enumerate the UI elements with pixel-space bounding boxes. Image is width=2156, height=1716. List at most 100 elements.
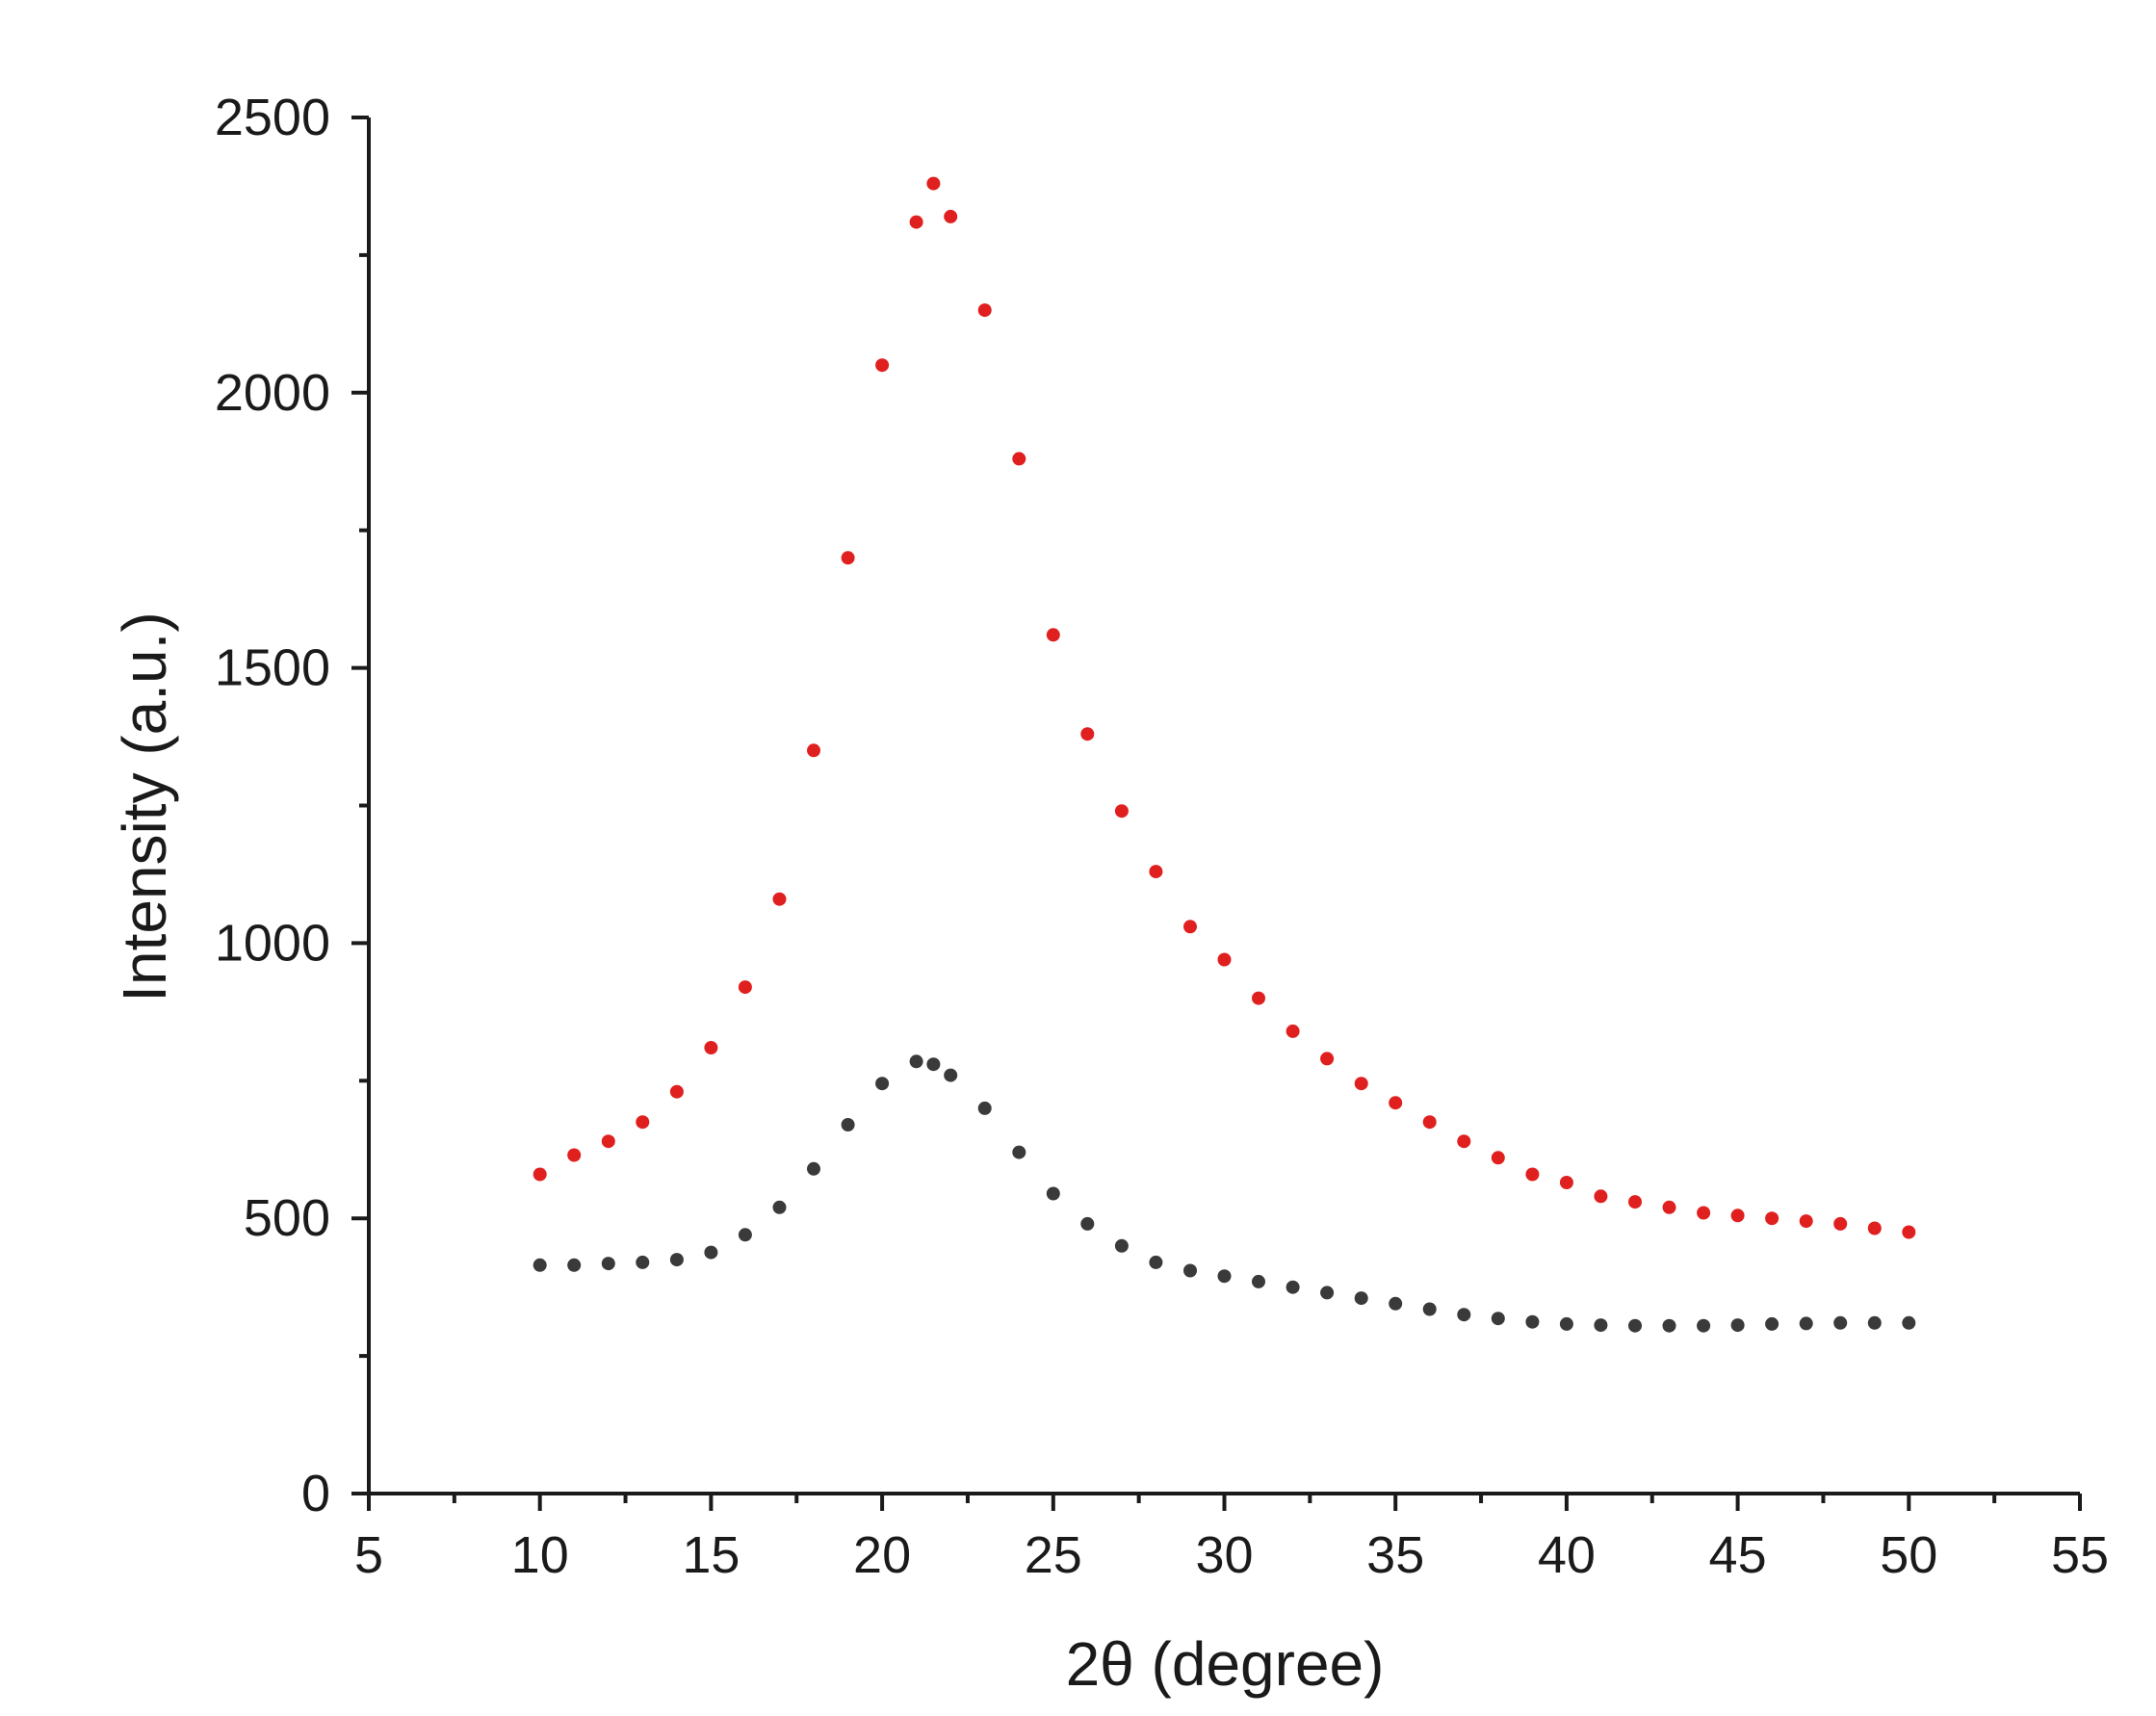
series-2 xyxy=(533,1054,1916,1333)
x-tick-label: 25 xyxy=(1025,1526,1082,1584)
data-point xyxy=(1389,1096,1403,1110)
data-point xyxy=(636,1115,650,1130)
data-point xyxy=(567,1258,582,1272)
data-point xyxy=(1080,727,1095,741)
data-point xyxy=(1628,1318,1642,1333)
data-point xyxy=(807,743,820,758)
data-point xyxy=(1799,1214,1813,1229)
data-point xyxy=(738,980,752,995)
x-tick-label: 55 xyxy=(2051,1526,2109,1584)
data-point xyxy=(977,1101,992,1115)
data-point xyxy=(1183,1263,1197,1278)
data-point xyxy=(926,176,941,191)
data-point xyxy=(875,1077,890,1091)
data-point xyxy=(1422,1115,1437,1130)
data-point xyxy=(1012,1145,1026,1159)
data-point xyxy=(944,1068,958,1082)
data-point xyxy=(1046,628,1060,642)
data-point xyxy=(1354,1077,1368,1091)
data-point xyxy=(1252,991,1265,1005)
data-point xyxy=(1559,1176,1573,1189)
data-point xyxy=(704,1041,718,1054)
data-point xyxy=(1867,1221,1882,1235)
data-point xyxy=(772,892,787,906)
data-point xyxy=(1012,452,1026,466)
data-point xyxy=(1833,1315,1848,1330)
x-tick-label: 5 xyxy=(354,1526,383,1584)
y-tick-label: 500 xyxy=(244,1189,330,1247)
data-point xyxy=(807,1161,820,1176)
data-point xyxy=(944,209,958,223)
data-point xyxy=(1286,1280,1300,1294)
x-ticks: 5 10 15 20 25 30 35 40 45 50 55 xyxy=(354,1494,2109,1584)
data-point xyxy=(1765,1211,1779,1226)
data-point xyxy=(1491,1151,1505,1165)
data-point xyxy=(1662,1200,1676,1214)
x-tick-label: 40 xyxy=(1538,1526,1596,1584)
data-point xyxy=(1525,1314,1540,1329)
data-point xyxy=(1765,1316,1779,1331)
data-point xyxy=(1046,1186,1060,1201)
data-point xyxy=(533,1258,547,1272)
data-point xyxy=(1217,952,1232,967)
y-tick-label: 2000 xyxy=(215,364,330,422)
x-tick-label: 15 xyxy=(682,1526,740,1584)
data-point xyxy=(669,1253,684,1267)
data-point xyxy=(772,1200,787,1214)
data-point xyxy=(1354,1291,1368,1306)
data-point xyxy=(738,1228,752,1242)
data-point xyxy=(1525,1167,1540,1182)
y-tick-label: 1000 xyxy=(215,914,330,972)
data-point xyxy=(1730,1209,1745,1223)
data-point xyxy=(1114,804,1129,819)
data-point xyxy=(1252,1274,1265,1288)
x-tick-label: 50 xyxy=(1880,1526,1937,1584)
x-tick-label: 45 xyxy=(1709,1526,1767,1584)
data-point xyxy=(841,1118,855,1131)
data-point xyxy=(1183,920,1197,934)
axes xyxy=(367,117,2080,1495)
y-tick-label: 0 xyxy=(301,1465,330,1522)
data-point xyxy=(1320,1052,1335,1066)
data-point xyxy=(977,303,992,318)
data-point xyxy=(909,215,923,229)
data-point xyxy=(1594,1318,1608,1333)
data-point xyxy=(1730,1318,1745,1333)
y-ticks: 0 500 1000 1500 2000 2500 xyxy=(215,89,369,1522)
x-tick-label: 20 xyxy=(853,1526,911,1584)
data-point xyxy=(669,1084,684,1099)
series-1 xyxy=(533,176,1916,1239)
x-tick-label: 10 xyxy=(511,1526,569,1584)
data-point xyxy=(909,1054,923,1069)
y-tick-label: 1500 xyxy=(215,639,330,697)
data-point xyxy=(1697,1318,1711,1333)
data-point xyxy=(1457,1134,1471,1149)
data-point xyxy=(636,1255,650,1269)
data-point xyxy=(1149,865,1163,879)
data-point xyxy=(601,1257,615,1271)
data-point xyxy=(1662,1318,1676,1333)
data-point xyxy=(1457,1308,1471,1322)
data-point xyxy=(1902,1315,1916,1330)
data-point xyxy=(567,1148,582,1162)
data-point xyxy=(1149,1255,1163,1269)
data-point xyxy=(875,358,890,373)
x-tick-label: 35 xyxy=(1366,1526,1424,1584)
data-point xyxy=(926,1057,941,1072)
data-point xyxy=(533,1167,547,1182)
x-tick-label: 30 xyxy=(1195,1526,1253,1584)
data-point xyxy=(1080,1216,1095,1231)
y-tick-label: 2500 xyxy=(215,89,330,146)
data-point xyxy=(1902,1225,1916,1239)
data-point xyxy=(841,551,855,565)
data-point xyxy=(1833,1216,1848,1231)
data-point xyxy=(1799,1316,1813,1331)
data-point xyxy=(1559,1316,1573,1331)
y-axis-title: Intensity (a.u.) xyxy=(110,611,179,1002)
data-point xyxy=(1389,1296,1403,1311)
data-point xyxy=(1114,1238,1129,1253)
x-axis-title: 2θ (degree) xyxy=(1066,1629,1385,1699)
data-point xyxy=(1628,1195,1642,1209)
data-point xyxy=(1320,1286,1335,1300)
